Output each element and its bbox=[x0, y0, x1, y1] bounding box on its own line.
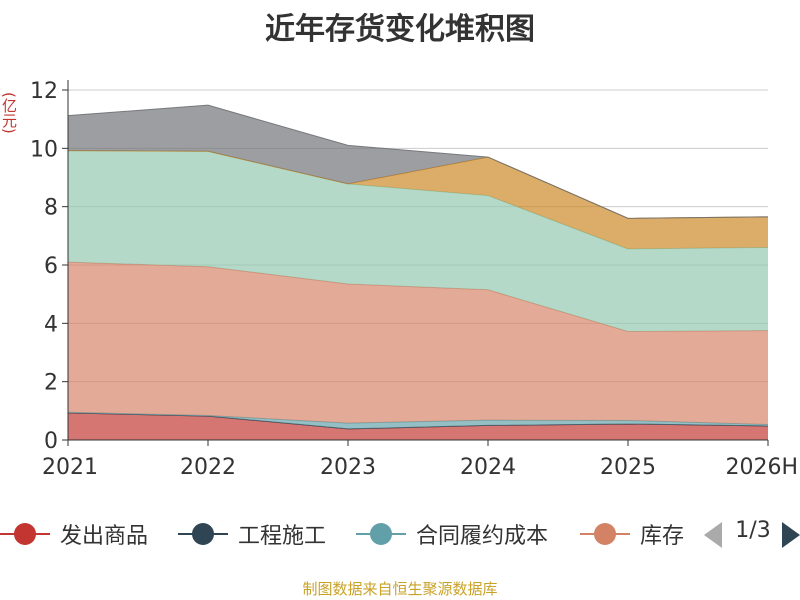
y-tick-label-5: 10 bbox=[30, 137, 58, 162]
x-tick-label-0: 2021 bbox=[42, 455, 98, 480]
legend-label: 工程施工 bbox=[238, 524, 327, 549]
x-tick-label-4: 2025 bbox=[600, 455, 656, 480]
area-series-3 bbox=[68, 262, 768, 425]
y-tick-label-6: 12 bbox=[30, 79, 58, 104]
chart-title: 近年存货变化堆积图 bbox=[265, 12, 535, 47]
area-series-6 bbox=[68, 105, 768, 219]
y-tick-label-4: 8 bbox=[44, 196, 58, 221]
x-tick-label-5: 2026H bbox=[725, 455, 798, 480]
y-tick-label-2: 4 bbox=[44, 312, 58, 337]
y-tick-label-0: 0 bbox=[44, 429, 58, 454]
area-series-5 bbox=[68, 150, 768, 249]
x-tick-label-2: 2023 bbox=[320, 455, 376, 480]
axes: 0 2 4 6 8 10 12 2021 2022 2023 2024 2025 2026H bbox=[30, 79, 798, 480]
y-tick-label-1: 2 bbox=[44, 371, 58, 396]
legend-symbol bbox=[356, 522, 406, 546]
legend-prev-icon[interactable] bbox=[704, 522, 722, 548]
legend-item-1[interactable]: 工程施工 bbox=[178, 514, 326, 554]
legend-symbol bbox=[0, 522, 50, 546]
legend-label: 发出商品 bbox=[60, 524, 149, 549]
legend-page-indicator: 1/3 bbox=[735, 518, 771, 543]
x-tick-label-1: 2022 bbox=[180, 455, 236, 480]
legend: 发出商品 工程施工 合同履约成本 库存 1/3 bbox=[0, 514, 800, 554]
legend-label: 库存 bbox=[640, 524, 685, 549]
area-series-4 bbox=[68, 150, 768, 332]
y-tick-label-3: 6 bbox=[44, 254, 58, 279]
source-footer: 制图数据来自恒生聚源数据库 bbox=[302, 580, 498, 598]
x-tick-label-3: 2024 bbox=[460, 455, 516, 480]
legend-item-2[interactable]: 合同履约成本 bbox=[356, 514, 548, 554]
legend-next-icon[interactable] bbox=[782, 522, 800, 548]
legend-symbol bbox=[178, 522, 228, 546]
y-axis-unit: (亿元) bbox=[0, 92, 18, 134]
legend-symbol bbox=[580, 522, 630, 546]
legend-item-3[interactable]: 库存 bbox=[580, 514, 684, 554]
area-line-6 bbox=[67, 104, 769, 219]
legend-label: 合同履约成本 bbox=[416, 524, 549, 549]
legend-pager: 1/3 bbox=[700, 514, 800, 554]
legend-item-0[interactable]: 发出商品 bbox=[0, 514, 148, 554]
area-series bbox=[67, 104, 769, 440]
